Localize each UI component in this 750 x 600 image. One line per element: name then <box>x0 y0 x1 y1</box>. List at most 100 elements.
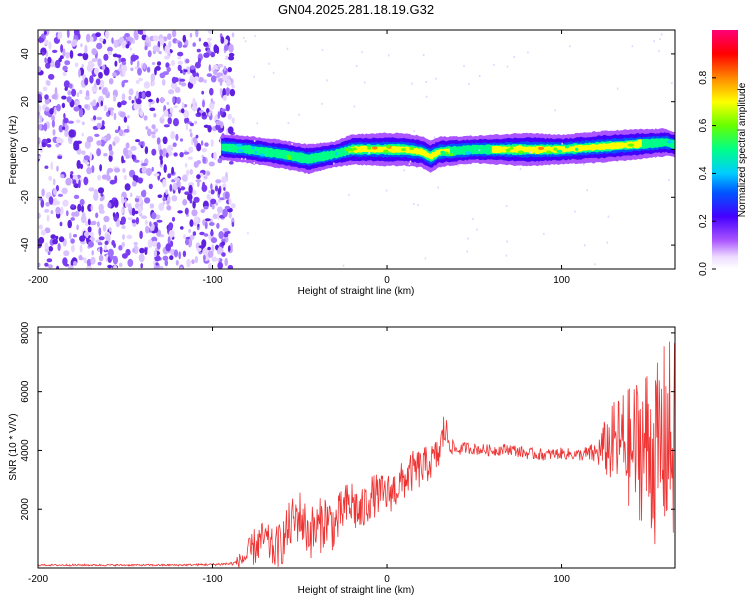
noise-blob <box>100 193 104 197</box>
noise-blob <box>58 236 65 243</box>
noise-blob <box>167 145 174 152</box>
speckle <box>424 257 427 260</box>
speckle <box>287 122 290 124</box>
noise-blob <box>183 109 190 119</box>
noise-blob <box>71 41 77 47</box>
noise-blob <box>173 105 178 109</box>
noise-blob <box>215 179 222 184</box>
noise-blob <box>183 69 188 73</box>
noise-blob <box>44 262 49 267</box>
speckle <box>253 162 255 164</box>
noise-blob <box>41 188 45 197</box>
noise-blob <box>166 66 171 73</box>
noise-blob <box>147 239 153 248</box>
noise-blob <box>95 212 99 219</box>
noise-blob <box>113 39 119 48</box>
noise-blob <box>220 36 225 44</box>
noise-blob <box>83 176 89 186</box>
noise-blob <box>181 102 185 110</box>
noise-blob <box>180 82 187 87</box>
noise-blob <box>228 245 231 252</box>
speckle <box>476 228 478 231</box>
noise-blob <box>145 90 152 98</box>
noise-blob <box>145 126 149 130</box>
speckle <box>506 240 508 243</box>
noise-blob <box>185 58 190 64</box>
noise-blob <box>162 178 167 188</box>
noise-blob <box>107 107 115 111</box>
noise-blob <box>62 126 66 130</box>
colorbar-gradient <box>712 30 738 269</box>
noise-blob <box>222 88 227 97</box>
noise-blob <box>194 76 200 81</box>
noise-blob <box>70 217 75 221</box>
noise-blob <box>228 161 234 165</box>
noise-blob <box>216 212 221 220</box>
noise-blob <box>108 154 113 162</box>
noise-blob <box>158 37 165 46</box>
noise-blob <box>75 100 80 106</box>
noise-blob <box>207 250 214 258</box>
noise-blob <box>122 234 125 240</box>
noise-blob <box>166 205 172 211</box>
speckle <box>254 35 256 38</box>
noise-blob <box>89 36 94 43</box>
noise-blob <box>135 217 139 225</box>
noise-blob <box>125 43 130 49</box>
ridge-peak <box>259 153 265 157</box>
noise-blob <box>210 51 216 58</box>
noise-blob <box>128 95 132 101</box>
noise-blob <box>112 72 117 77</box>
noise-blob <box>44 94 49 100</box>
noise-blob <box>155 262 159 266</box>
noise-blob <box>97 221 100 228</box>
noise-blob <box>87 241 94 248</box>
x-tick-label: -100 <box>203 574 223 585</box>
noise-blob <box>213 151 217 161</box>
noise-blob <box>200 209 206 213</box>
noise-blob <box>171 76 177 84</box>
speckle <box>467 237 469 240</box>
noise-region <box>38 30 236 269</box>
noise-blob <box>121 241 125 248</box>
noise-blob <box>96 122 102 129</box>
noise-blob <box>207 246 211 251</box>
ridge-peak <box>534 151 541 155</box>
noise-blob <box>40 199 45 208</box>
noise-blob <box>149 221 152 227</box>
noise-blob <box>86 136 94 143</box>
noise-blob <box>128 88 134 96</box>
noise-blob <box>147 50 152 58</box>
speckle <box>413 203 415 206</box>
noise-blob <box>124 33 130 38</box>
noise-blob <box>219 78 223 86</box>
noise-blob <box>196 247 202 252</box>
noise-blob <box>81 73 86 80</box>
noise-blob <box>173 118 179 127</box>
noise-blob <box>166 200 170 205</box>
noise-blob <box>98 227 102 236</box>
noise-blob <box>203 254 206 261</box>
noise-blob <box>54 106 57 116</box>
ridge-peak <box>371 146 378 150</box>
ridge-peak <box>510 146 514 150</box>
ridge-peak <box>666 140 673 144</box>
noise-blob <box>112 53 118 58</box>
noise-blob <box>151 148 157 156</box>
noise-blob <box>225 104 230 112</box>
noise-blob <box>219 88 223 96</box>
noise-blob <box>130 145 137 151</box>
noise-blob <box>206 193 211 200</box>
noise-blob <box>142 141 145 148</box>
noise-blob <box>48 41 52 50</box>
noise-blob <box>44 39 49 46</box>
noise-blob <box>221 176 227 184</box>
noise-blob <box>195 179 202 183</box>
noise-blob <box>50 210 54 215</box>
noise-blob <box>62 65 68 72</box>
noise-blob <box>61 187 68 195</box>
x-tick-label: 0 <box>384 574 390 585</box>
noise-blob <box>189 122 194 127</box>
noise-blob <box>221 241 226 246</box>
noise-blob <box>107 50 113 56</box>
